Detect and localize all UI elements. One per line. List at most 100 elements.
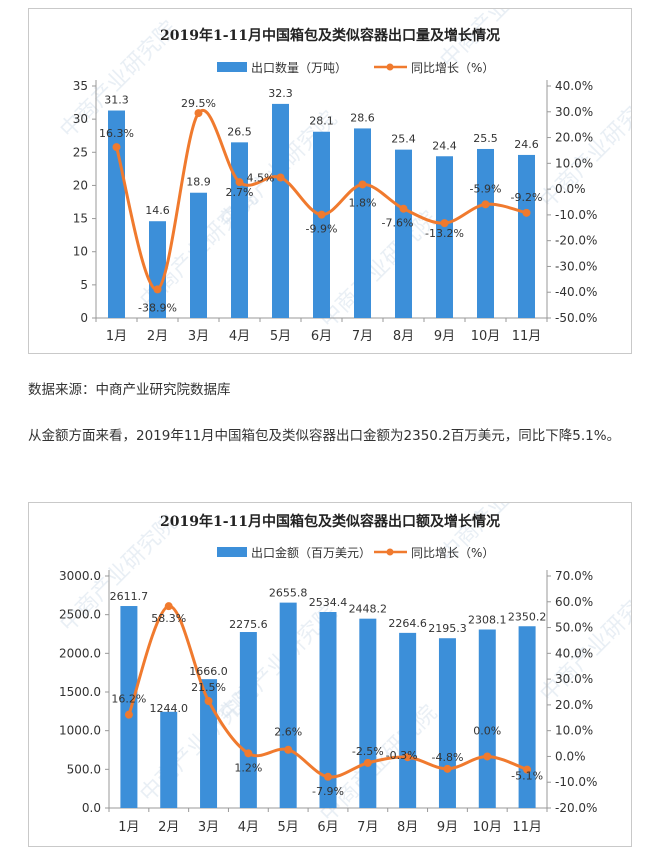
line-value-label: -7.9% (312, 785, 344, 798)
line-value-label: -13.2% (425, 227, 464, 240)
growth-point (483, 752, 492, 761)
right-tick-label: 10.0% (555, 156, 593, 170)
line-value-label: 16.2% (111, 693, 146, 706)
left-tick-label: 0 (80, 311, 88, 325)
bar (313, 131, 330, 318)
right-tick-label: 20.0% (555, 698, 593, 712)
growth-point (204, 697, 213, 706)
legend-bar-label: 出口金额（百万美元） (251, 545, 371, 560)
bar (190, 192, 207, 318)
category-label: 8月 (397, 820, 418, 835)
category-label: 6月 (317, 820, 338, 835)
bar-value-label: 2534.4 (309, 596, 348, 609)
bar (478, 629, 496, 808)
bar (231, 142, 248, 318)
line-value-label: 2.7% (226, 186, 254, 199)
growth-point (317, 210, 326, 219)
legend-line-label: 同比增长（%） (411, 546, 494, 560)
growth-point (403, 753, 412, 762)
growth-point (358, 180, 367, 189)
left-tick-label: 30 (73, 112, 88, 126)
category-label: 11月 (512, 820, 542, 835)
bar-value-label: 2308.1 (468, 614, 507, 627)
category-label: 6月 (311, 329, 332, 344)
growth-point (235, 178, 244, 187)
category-label: 4月 (238, 820, 259, 835)
growth-point (481, 200, 490, 209)
right-tick-label: -20.0% (555, 801, 597, 815)
left-tick-label: 2000.0 (59, 646, 101, 660)
growth-point (284, 745, 293, 754)
bar-value-label: 18.9 (186, 176, 211, 189)
growth-point (440, 219, 449, 228)
left-tick-label: 5 (80, 278, 88, 292)
line-value-label: 21.5% (191, 681, 226, 694)
bar (239, 632, 257, 808)
right-tick-label: 70.0% (555, 569, 593, 583)
growth-point (244, 749, 253, 758)
line-value-label: 29.5% (181, 97, 216, 110)
bar-value-label: 14.6 (145, 204, 170, 217)
right-tick-label: 0.0% (555, 182, 586, 196)
export-value-chart-svg: 中商产业研究院中商产业研究院中商产业研究院中商产业研究院中商产业研究院中商产业研… (56, 503, 631, 835)
growth-point (443, 764, 452, 773)
bar-value-label: 25.5 (473, 132, 498, 145)
right-tick-label: 0.0% (555, 749, 586, 763)
growth-point (124, 710, 133, 719)
right-tick-label: -10.0% (555, 775, 597, 789)
category-label: 7月 (357, 820, 378, 835)
line-value-label: -5.9% (470, 182, 502, 195)
category-label: 10月 (472, 820, 502, 835)
category-label: 7月 (352, 329, 373, 344)
bar (272, 103, 289, 318)
category-label: 2月 (158, 820, 179, 835)
growth-point (523, 765, 532, 774)
left-tick-label: 0.0 (82, 801, 101, 815)
left-tick-label: 20 (73, 178, 88, 192)
bar (518, 626, 536, 808)
left-tick-label: 2500.0 (59, 608, 101, 622)
category-label: 11月 (512, 329, 542, 344)
category-label: 9月 (434, 329, 455, 344)
line-value-label: 2.6% (274, 726, 302, 739)
category-label: 1月 (118, 820, 139, 835)
bar-value-label: 24.4 (432, 139, 457, 152)
bar-value-label: 2350.2 (508, 610, 547, 623)
chart-title: 2019年1-11月中国箱包及类似容器出口量及增长情况 (160, 27, 500, 44)
bar-value-label: 28.1 (309, 115, 334, 128)
right-tick-label: 10.0% (555, 724, 593, 738)
right-tick-label: -10.0% (555, 208, 597, 222)
bar (160, 711, 178, 808)
right-tick-label: 60.0% (555, 595, 593, 609)
line-value-label: -7.6% (382, 217, 414, 230)
category-label: 3月 (188, 329, 209, 344)
legend-line-label: 同比增长（%） (411, 61, 494, 75)
left-tick-label: 1000.0 (59, 724, 101, 738)
bar (108, 110, 125, 318)
legend-line-marker (386, 548, 394, 556)
right-tick-label: -20.0% (555, 234, 597, 248)
growth-line (127, 604, 528, 779)
legend-bar-label: 出口数量（万吨） (251, 60, 347, 75)
bar (399, 632, 417, 808)
bar-value-label: 32.3 (268, 87, 293, 100)
line-value-label: 16.3% (99, 127, 134, 140)
data-source-text: 数据来源：中商产业研究院数据库 (28, 382, 231, 398)
bar (477, 148, 494, 318)
growth-point (153, 285, 162, 294)
growth-point (399, 204, 408, 213)
bar (359, 618, 377, 808)
legend-bar-swatch (217, 62, 247, 72)
category-label: 8月 (393, 329, 414, 344)
line-value-label: -0.3% (386, 749, 418, 762)
right-tick-label: 50.0% (555, 621, 593, 635)
right-tick-label: 40.0% (555, 79, 593, 93)
line-value-label: -9.2% (511, 191, 543, 204)
line-value-label: 1.2% (234, 761, 262, 774)
bar (518, 154, 535, 318)
bar-value-label: 1666.0 (189, 665, 228, 678)
bar-value-label: 2264.6 (388, 617, 427, 630)
right-tick-label: -30.0% (555, 259, 597, 273)
line-value-label: -38.9% (138, 301, 177, 314)
bar-value-label: 2275.6 (229, 618, 268, 631)
